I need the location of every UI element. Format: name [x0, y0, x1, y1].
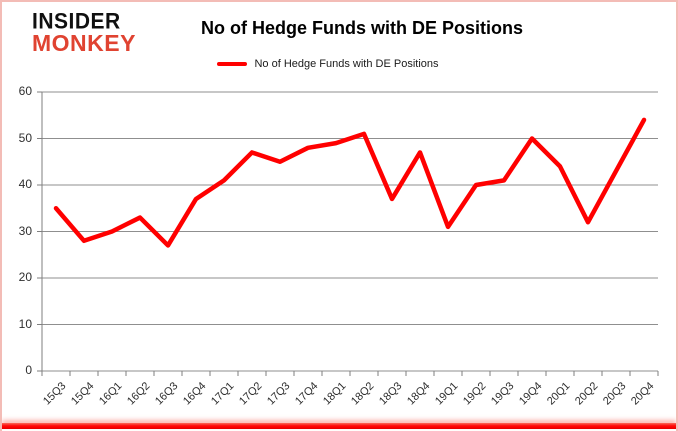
y-tick-label-30: 30 [18, 223, 32, 238]
bottom-red-bar [2, 423, 676, 429]
chart-legend: No of Hedge Funds with DE Positions [2, 58, 654, 70]
logo-insider-text: INSIDER [32, 9, 121, 34]
legend-line-swatch [217, 62, 248, 66]
y-tick-label-10: 10 [18, 316, 32, 331]
y-tick-label-50: 50 [18, 130, 32, 145]
page-title: No of Hedge Funds with DE Positions [201, 18, 523, 38]
y-tick-label-60: 60 [18, 84, 32, 98]
y-tick-label-40: 40 [18, 177, 32, 191]
series-line-no-of-hedge-funds-with-de-positions [53, 117, 647, 248]
insider-monkey-logo: INSIDER MONKEY [32, 9, 136, 56]
legend-label: No of Hedge Funds with DE Positions [254, 58, 439, 70]
y-tick-label-20: 20 [18, 270, 32, 284]
logo-monkey-text: MONKEY [32, 29, 136, 56]
y-tick-label-0: 0 [25, 363, 32, 377]
